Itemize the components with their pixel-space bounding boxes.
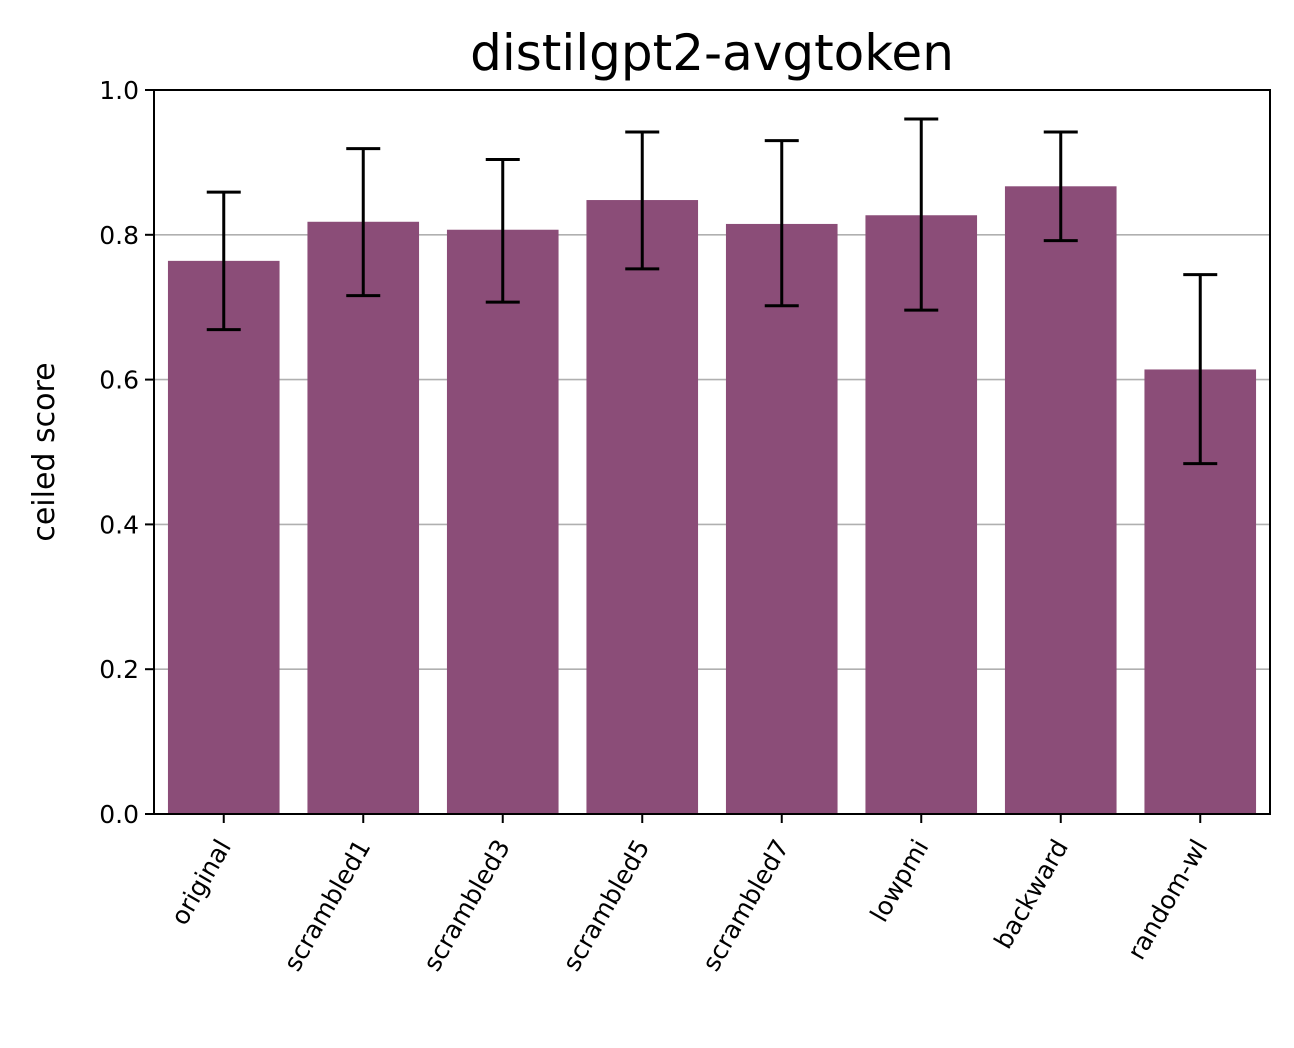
error-bar-random-wl	[1183, 273, 1218, 466]
y-tick-label: 0.4	[99, 510, 139, 539]
x-tick-label-random-wl: random-wl	[1122, 835, 1214, 965]
error-bar-scrambled1	[346, 147, 381, 298]
x-tick-label-scrambled3: scrambled3	[417, 835, 515, 977]
x-axis-ticks: original scrambled1 scrambled3 scrambled5 sc…	[165, 814, 1213, 976]
bar-scrambled3	[446, 229, 559, 814]
chart-title: distilgpt2-avgtoken	[470, 24, 954, 82]
bar-backward	[1004, 186, 1117, 815]
x-tick-label-lowpmi: lowpmi	[864, 835, 934, 927]
error-bar-original	[206, 190, 241, 332]
y-tick-label: 0.0	[99, 800, 139, 829]
x-tick-label-scrambled1: scrambled1	[278, 835, 376, 977]
x-tick-label-backward: backward	[988, 835, 1074, 954]
error-bar-backward	[1043, 130, 1078, 243]
error-bar-scrambled3	[485, 158, 520, 304]
y-axis-ticks: 0.0 0.2 0.4 0.6 0.8 1.0	[99, 76, 154, 829]
bar-original	[167, 260, 280, 814]
error-bars	[206, 117, 1218, 466]
error-bar-scrambled7	[764, 139, 799, 308]
y-tick-label: 0.6	[99, 366, 139, 395]
y-axis-label: ceiled score	[27, 362, 62, 541]
y-tick-label: 1.0	[99, 76, 139, 105]
bars	[167, 186, 1257, 815]
bar-scrambled7	[725, 223, 838, 814]
error-bar-scrambled5	[625, 130, 660, 271]
y-tick-label: 0.2	[99, 655, 139, 684]
x-tick-label-scrambled7: scrambled7	[696, 835, 794, 977]
x-tick-label-original: original	[165, 835, 237, 930]
error-bar-lowpmi	[904, 117, 939, 312]
y-tick-label: 0.8	[99, 221, 139, 250]
x-tick-label-scrambled5: scrambled5	[557, 835, 655, 977]
bar-scrambled1	[307, 221, 420, 814]
plot-frame	[153, 89, 1271, 815]
bar-scrambled5	[586, 200, 699, 815]
bar-lowpmi	[865, 215, 978, 814]
